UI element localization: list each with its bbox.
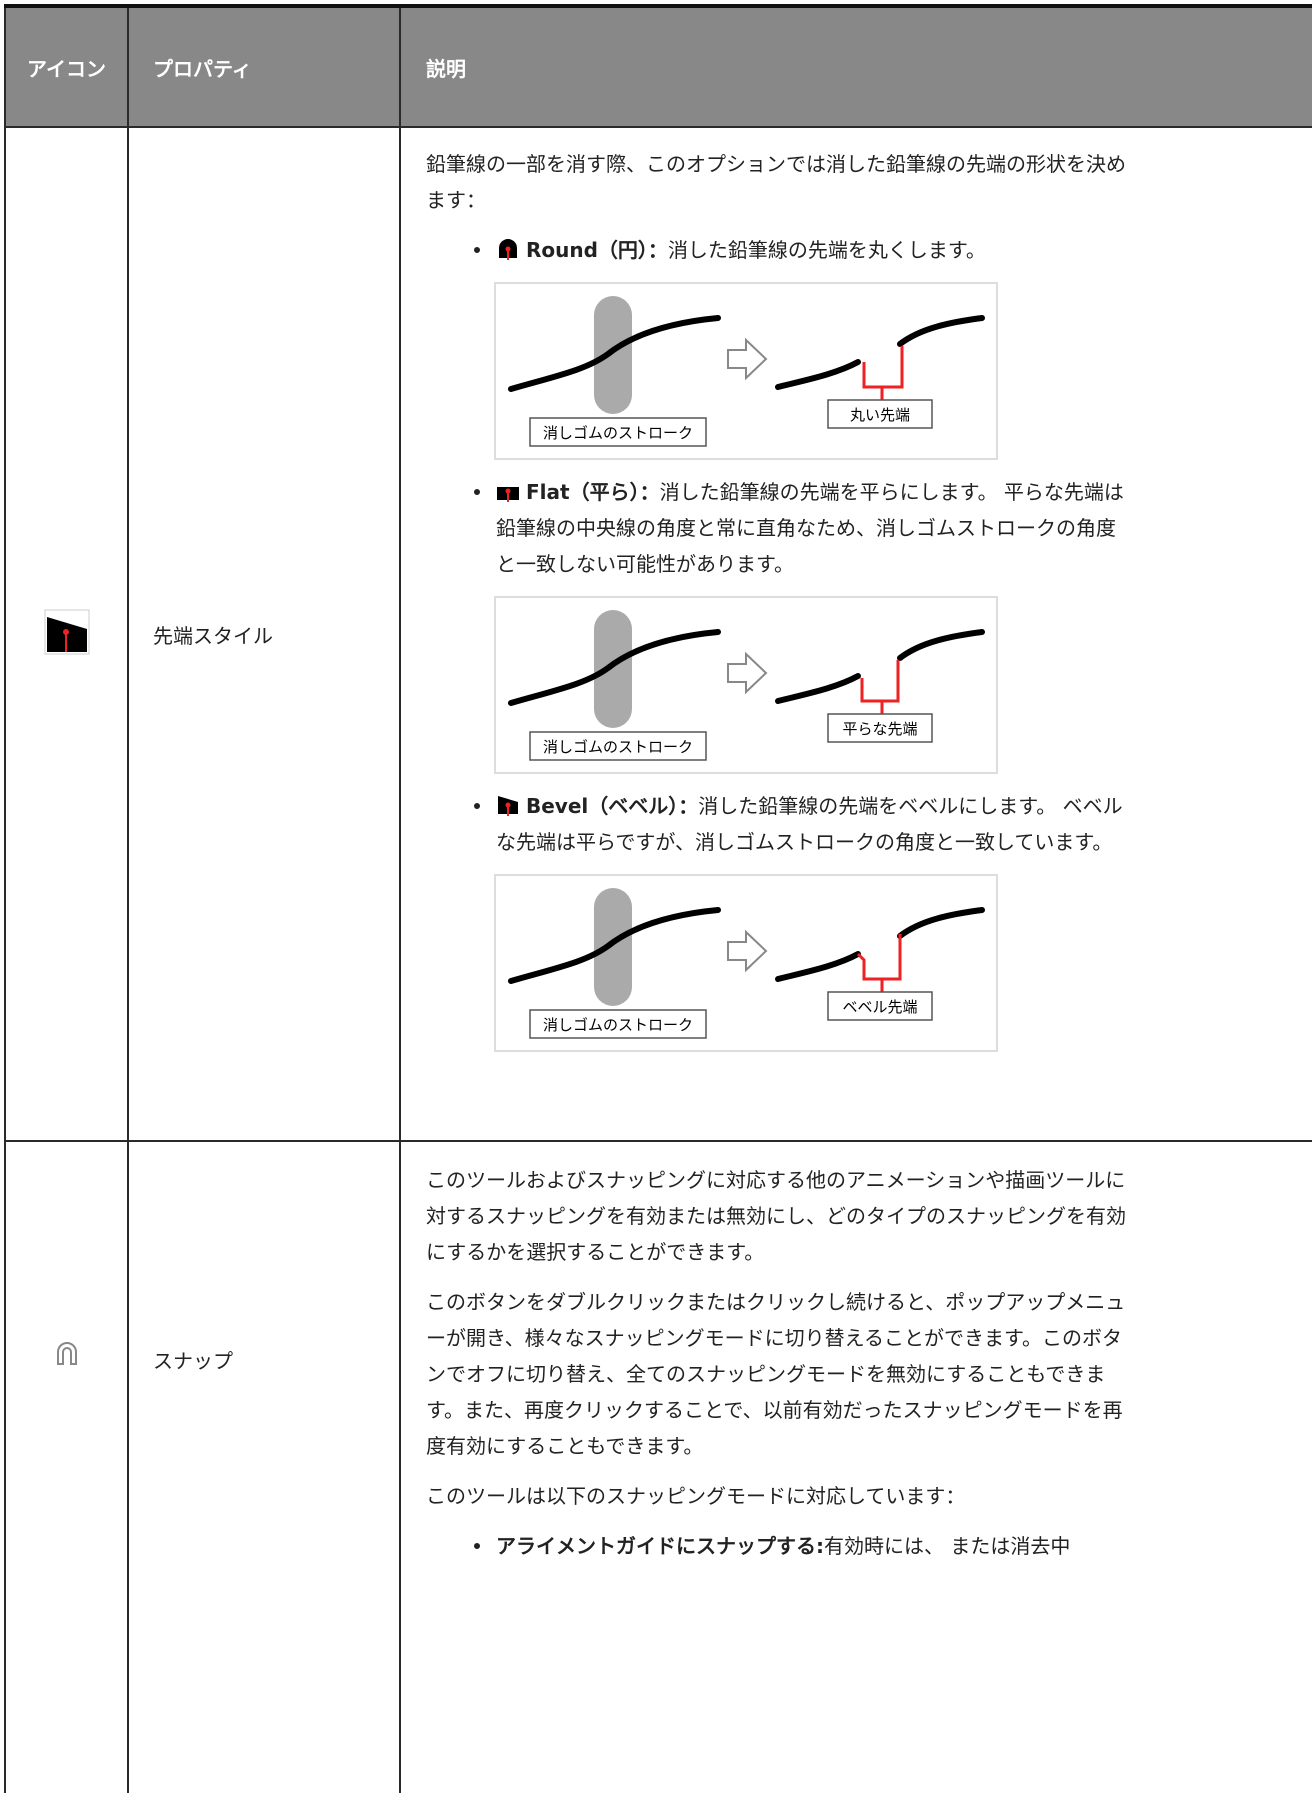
snap-icon — [56, 1342, 77, 1365]
diagram-label: ベベル先端 — [842, 998, 917, 1016]
diagram-label: 消しゴムのストローク — [543, 1016, 693, 1034]
diagram-label: 平らな先端 — [842, 720, 917, 738]
tip-icon — [499, 239, 517, 260]
diagram: 消しゴムのストローク 平らな先端 — [494, 596, 998, 774]
item-term: Flat（平ら）： — [526, 480, 660, 504]
item-term: Round（円）： — [526, 238, 668, 262]
item-term: Bevel（ベベル）： — [526, 794, 699, 818]
paragraph: このツールは以下のスナッピングモードに対応しています： — [426, 1484, 966, 1508]
property-table: アイコン プロパティ 説明 先端スタイル 鉛筆線の一部を消す際、このオプションで… — [4, 4, 1312, 1793]
item-text: 有効時には、 または消去中 — [824, 1534, 1071, 1558]
row: 先端スタイル 鉛筆線の一部を消す際、このオプションでは消した鉛筆線の先端の形状を… — [4, 126, 1312, 1142]
bullet-list: Round（円）：消した鉛筆線の先端を丸くします。消しゴムのストローク 丸い先端 F… — [426, 232, 1134, 1052]
item-text: 消した鉛筆線の先端をベベルにします。 ベベルな先端は平らですが、消しゴムストロー… — [496, 794, 1123, 854]
property-cell: 先端スタイル — [127, 126, 401, 1142]
tip-icon — [498, 796, 518, 816]
property-cell: スナップ — [127, 1140, 401, 1793]
diagram-label: 消しゴムのストローク — [543, 738, 693, 756]
diagram: 消しゴムのストローク 丸い先端 — [494, 282, 998, 460]
diagram-label: 消しゴムのストローク — [543, 424, 693, 442]
row: スナップ このツールおよびスナッピングに対応する他のアニメーションや描画ツールに… — [4, 1140, 1312, 1793]
paragraph: このボタンをダブルクリックまたはクリックし続けると、ポップアップメニューが開き、… — [426, 1290, 1126, 1458]
tip-icon — [497, 487, 519, 502]
diagram: 消しゴムのストローク ベベル先端 — [494, 874, 998, 1052]
paragraph: このツールおよびスナッピングに対応する他のアニメーションや描画ツールに対するスナ… — [426, 1168, 1126, 1264]
description-cell: このツールおよびスナッピングに対応する他のアニメーションや描画ツールに対するスナ… — [399, 1140, 1312, 1793]
bullet-item: Round（円）：消した鉛筆線の先端を丸くします。消しゴムのストローク 丸い先端 — [474, 232, 1134, 460]
bullet-item: Bevel（ベベル）：消した鉛筆線の先端をベベルにします。 ベベルな先端は平らで… — [474, 788, 1134, 1052]
header-row: アイコン プロパティ 説明 — [4, 4, 1312, 128]
bullet-item: アライメントガイドにスナップする:有効時には、 または消去中 — [474, 1528, 1134, 1564]
header-cell: プロパティ — [127, 4, 401, 128]
item-text: 消した鉛筆線の先端を平らにします。 平らな先端は鉛筆線の中央線の角度と常に直角な… — [496, 480, 1124, 576]
paragraph: 鉛筆線の一部を消す際、このオプションでは消した鉛筆線の先端の形状を決めます： — [426, 152, 1126, 212]
header-cell: アイコン — [4, 4, 129, 128]
item-text: 消した鉛筆線の先端を丸くします。 — [667, 238, 986, 262]
diagram-label: 丸い先端 — [850, 406, 910, 424]
icon-cell — [4, 1140, 129, 1793]
item-term: アライメントガイドにスナップする: — [496, 1534, 824, 1558]
paragraphs: このツールおよびスナッピングに対応する他のアニメーションや描画ツールに対するスナ… — [426, 1162, 1134, 1514]
tip-style-icon — [44, 609, 89, 654]
bullet-item: Flat（平ら）：消した鉛筆線の先端を平らにします。 平らな先端は鉛筆線の中央線… — [474, 474, 1134, 774]
description-cell: 鉛筆線の一部を消す際、このオプションでは消した鉛筆線の先端の形状を決めます： R… — [399, 126, 1312, 1142]
header-cell: 説明 — [399, 4, 1312, 128]
icon-cell — [4, 126, 129, 1142]
bullet-list: アライメントガイドにスナップする:有効時には、 または消去中 — [426, 1528, 1134, 1564]
